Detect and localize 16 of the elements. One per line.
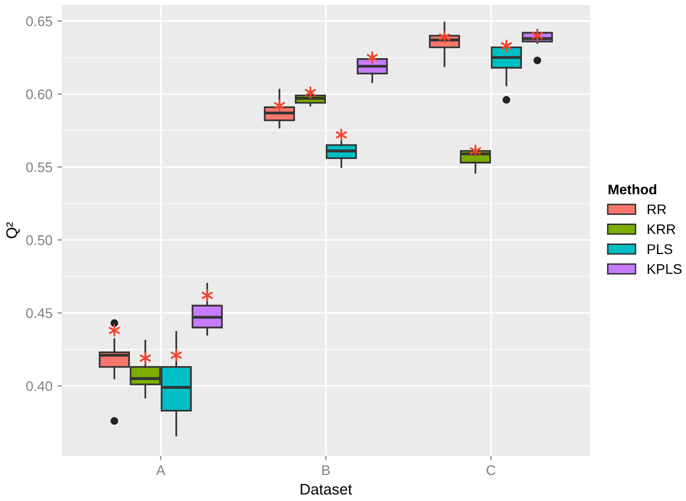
legend-label: KPLS bbox=[648, 264, 682, 274]
legend-label: KRR bbox=[648, 224, 676, 234]
y-tick-label: 0.50 bbox=[26, 235, 52, 246]
legend-label: RR bbox=[648, 204, 666, 214]
y-tick-label: 0.40 bbox=[26, 381, 52, 392]
x-tick-label: A bbox=[156, 465, 166, 476]
y-tick-label: 0.45 bbox=[26, 308, 52, 318]
x-axis-title: Dataset bbox=[300, 484, 352, 495]
legend-label: PLS bbox=[648, 244, 672, 254]
x-tick-label: C bbox=[486, 465, 496, 476]
y-tick-label: 0.65 bbox=[26, 16, 52, 26]
y-tick-label: 0.55 bbox=[26, 162, 52, 172]
y-tick-label: 0.60 bbox=[26, 89, 52, 100]
legend-title: Method bbox=[608, 184, 656, 194]
x-tick-label: B bbox=[322, 465, 330, 476]
y-axis-title: Q² bbox=[6, 222, 20, 238]
